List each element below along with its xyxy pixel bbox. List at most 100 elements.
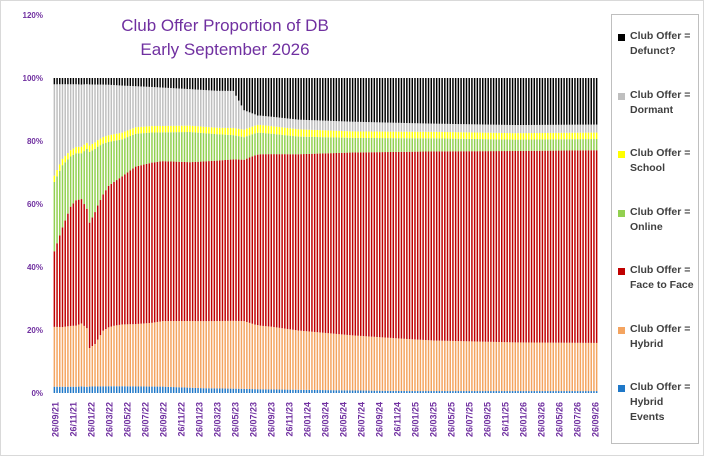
bar-segment: [419, 123, 422, 132]
bar-segment: [457, 341, 460, 392]
bar-segment: [300, 119, 302, 130]
bar-segment: [297, 389, 300, 393]
bar-segment: [270, 389, 273, 393]
bar-segment: [479, 151, 481, 342]
bar-segment: [354, 78, 357, 122]
bar-segment: [503, 342, 506, 392]
bar-segment: [533, 342, 536, 392]
bar-segment: [389, 151, 392, 338]
bar-segment: [303, 154, 305, 331]
bar-segment: [191, 321, 194, 388]
bar-segment: [408, 151, 411, 340]
bar-segment: [403, 391, 405, 393]
bar-segment: [549, 342, 552, 392]
bar-segment: [256, 132, 259, 155]
bar-segment: [327, 333, 329, 391]
bar-segment: [213, 133, 216, 161]
bar-segment: [552, 342, 555, 392]
bar-segment: [427, 131, 430, 139]
bar-segment: [80, 84, 83, 147]
bar-segment: [67, 153, 69, 160]
bar-segment: [316, 137, 319, 154]
bar-segment: [576, 132, 579, 140]
bar-segment: [425, 123, 427, 132]
bar-segment: [555, 132, 557, 140]
bar-segment: [541, 150, 544, 343]
bar-segment: [517, 342, 519, 392]
bar-segment: [265, 116, 267, 126]
bar-segment: [501, 151, 503, 343]
bar-segment: [392, 78, 395, 123]
bar-segment: [425, 131, 427, 139]
bar-segment: [335, 121, 338, 131]
bar-segment: [162, 125, 164, 133]
x-tick-label: 26/09/21: [50, 402, 60, 437]
bar-segment: [357, 152, 359, 336]
bar-segment: [297, 78, 300, 120]
bar-segment: [99, 335, 102, 387]
bar-segment: [541, 78, 544, 125]
bar-segment: [289, 329, 291, 390]
bar-segment: [213, 160, 216, 322]
bar-segment: [105, 142, 107, 191]
bar-segment: [289, 78, 291, 119]
bar-segment: [457, 132, 460, 139]
bar-segment: [574, 342, 576, 392]
bar-segment: [587, 342, 590, 392]
bar-segment: [129, 129, 132, 136]
bar-segment: [557, 391, 560, 393]
bar-segment: [392, 151, 395, 339]
bar-segment: [449, 151, 451, 341]
bar-segment: [205, 126, 207, 134]
chart-title-line1: Club Offer Proportion of DB: [121, 16, 329, 35]
bar-segment: [235, 159, 237, 321]
bar-segment: [267, 326, 270, 390]
bar-segment: [237, 78, 240, 101]
bar-segment: [124, 324, 126, 387]
bar-segment: [284, 389, 286, 393]
bar-segment: [593, 132, 595, 140]
bar-segment: [227, 159, 229, 321]
bar-segment: [243, 78, 245, 111]
bar-segment: [118, 78, 121, 86]
bar-segment: [251, 78, 254, 114]
bar-segment: [585, 342, 587, 392]
bar-segment: [113, 85, 115, 135]
bar-segment: [69, 156, 72, 207]
bar-segment: [143, 386, 145, 393]
bar-segment: [422, 138, 424, 152]
bar-segment: [305, 119, 308, 130]
bar-segment: [349, 390, 351, 393]
bar-segment: [313, 136, 316, 154]
bar-segment: [191, 125, 194, 133]
bar-segment: [286, 78, 289, 119]
bar-segment: [67, 386, 69, 393]
bar-segment: [460, 124, 462, 133]
bar-segment: [395, 390, 397, 393]
bar-segment: [181, 132, 183, 162]
bar-segment: [536, 133, 538, 140]
bar-segment: [403, 131, 405, 139]
bar-segment: [94, 386, 96, 393]
bar-segment: [330, 153, 332, 334]
bar-segment: [227, 388, 229, 393]
bar-segment: [170, 78, 172, 89]
bar-segment: [395, 131, 397, 139]
bar-segment: [300, 389, 302, 393]
bar-segment: [170, 132, 172, 162]
bar-segment: [172, 132, 175, 162]
bar-segment: [547, 150, 549, 343]
bar-segment: [563, 124, 565, 133]
bar-segment: [506, 391, 508, 393]
bar-segment: [134, 127, 137, 134]
bar-segment: [278, 327, 281, 390]
bar-segment: [216, 78, 218, 91]
bar-segment: [574, 124, 576, 133]
bar-segment: [324, 137, 327, 154]
bar-segment: [153, 87, 156, 127]
bar-segment: [590, 132, 592, 140]
bar-segment: [557, 132, 560, 140]
y-tick-label: 40%: [27, 263, 43, 272]
bar-segment: [362, 336, 365, 391]
bar-segment: [72, 325, 75, 387]
